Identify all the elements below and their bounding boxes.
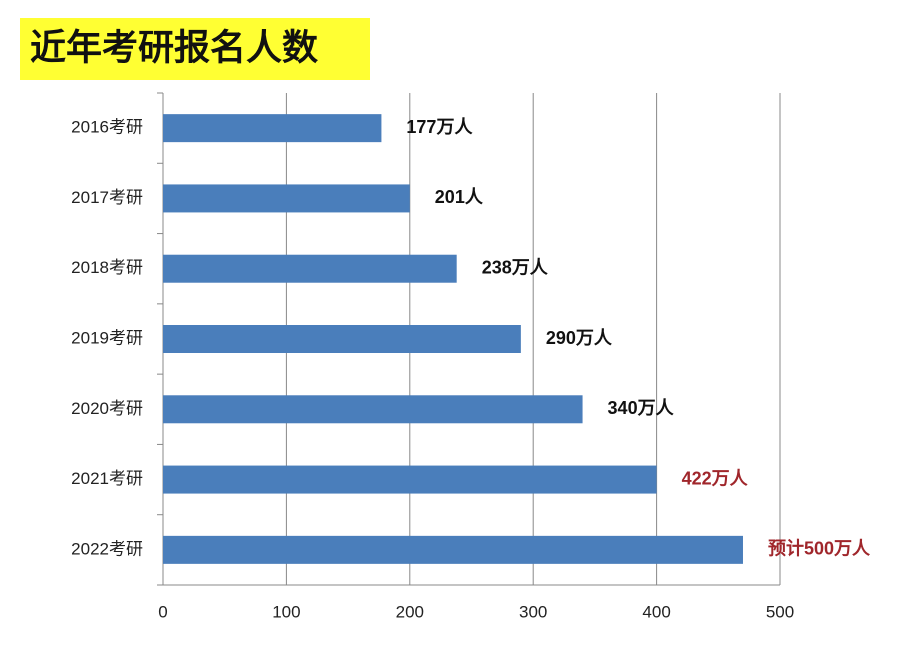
bar bbox=[163, 535, 743, 564]
annotation: 340万人 bbox=[608, 398, 675, 418]
chart-title: 近年考研报名人数 bbox=[30, 27, 318, 68]
x-tick-label: 500 bbox=[766, 602, 794, 621]
annotation: 预计500万人 bbox=[768, 538, 871, 559]
annotation: 422万人 bbox=[682, 468, 749, 488]
x-tick-label: 0 bbox=[158, 602, 167, 621]
title-background bbox=[20, 18, 370, 80]
y-tick-label: 2018考研 bbox=[71, 258, 143, 277]
bar bbox=[163, 395, 583, 424]
x-tick-label: 300 bbox=[519, 602, 547, 621]
x-tick-label: 400 bbox=[642, 602, 670, 621]
bar bbox=[163, 114, 382, 143]
bar bbox=[163, 254, 457, 283]
x-tick-label: 100 bbox=[272, 602, 300, 621]
y-tick-label: 2016考研 bbox=[71, 118, 143, 137]
bar bbox=[163, 465, 657, 494]
x-tick-label: 200 bbox=[396, 602, 424, 621]
annotation: 177万人 bbox=[406, 117, 473, 137]
y-tick-label: 2019考研 bbox=[71, 328, 143, 347]
bar bbox=[163, 325, 521, 353]
bar bbox=[163, 184, 410, 213]
annotation: 238万人 bbox=[482, 257, 549, 277]
y-tick-label: 2017考研 bbox=[71, 188, 143, 207]
y-tick-label: 2021考研 bbox=[71, 469, 143, 488]
y-tick-label: 2020考研 bbox=[71, 399, 143, 418]
annotation: 201人 bbox=[435, 187, 484, 207]
y-tick-label: 2022考研 bbox=[71, 539, 143, 558]
annotation: 290万人 bbox=[546, 328, 613, 348]
